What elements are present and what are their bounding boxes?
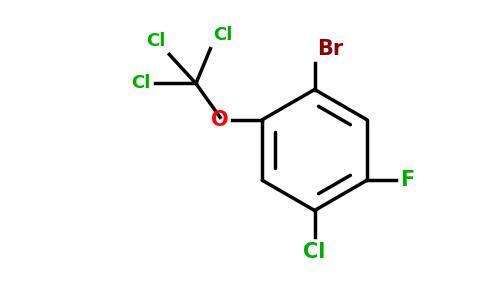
Text: Cl: Cl [132,74,151,92]
Text: F: F [400,170,414,190]
Text: O: O [211,110,228,130]
Text: Cl: Cl [213,26,232,44]
Text: Cl: Cl [146,32,166,50]
Text: Cl: Cl [303,242,326,262]
Text: Br: Br [317,39,343,59]
